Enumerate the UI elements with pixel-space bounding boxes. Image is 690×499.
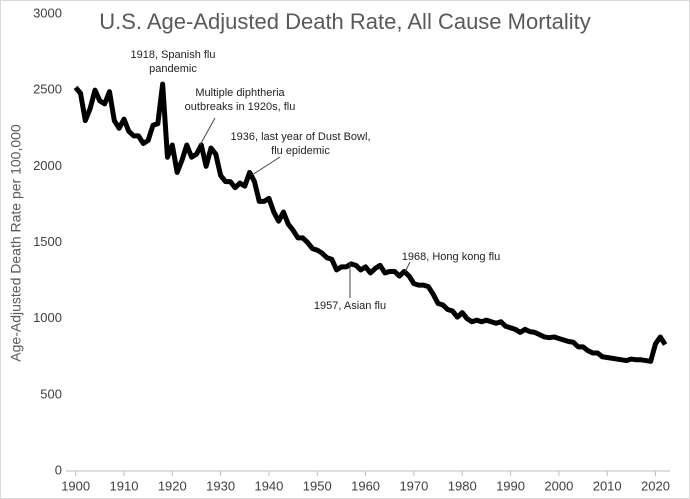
y-tick-label: 1000 bbox=[33, 310, 62, 325]
x-tick-label: 1940 bbox=[254, 478, 283, 493]
annotation: 1936, last year of Dust Bowl, flu epidem… bbox=[230, 131, 371, 157]
x-tick-label: 1910 bbox=[110, 478, 139, 493]
chart-title: U.S. Age-Adjusted Death Rate, All Cause … bbox=[99, 9, 591, 34]
y-tick-label: 0 bbox=[55, 462, 62, 477]
line-series bbox=[73, 81, 668, 364]
x-tick-label: 1950 bbox=[303, 478, 332, 493]
x-tick-label: 1980 bbox=[448, 478, 477, 493]
y-tick-label: 2000 bbox=[33, 158, 62, 173]
x-tick-label: 2000 bbox=[544, 478, 573, 493]
x-tick-label: 1970 bbox=[399, 478, 428, 493]
annotation-pointer bbox=[251, 156, 281, 176]
y-tick-label: 1500 bbox=[33, 234, 62, 249]
y-tick-label: 3000 bbox=[33, 5, 62, 20]
x-tick-label: 2020 bbox=[641, 478, 670, 493]
annotation: Multiple diphtheria outbreaks in 1920s, … bbox=[184, 87, 296, 113]
y-tick-label: 500 bbox=[40, 386, 62, 401]
y-tick-label: 2500 bbox=[33, 82, 62, 97]
x-tick-label: 2010 bbox=[593, 478, 622, 493]
x-tick-label: 1930 bbox=[206, 478, 235, 493]
annotation: 1968, Hong kong flu bbox=[401, 251, 501, 263]
annotation: 1918, Spanish flu pandemic bbox=[130, 49, 216, 75]
x-tick-label: 1960 bbox=[351, 478, 380, 493]
annotation: 1957, Asian flu bbox=[313, 300, 387, 312]
x-tick-label: 1900 bbox=[61, 478, 90, 493]
annotation-pointer bbox=[404, 261, 411, 273]
y-axis-label: Age-Adjusted Death Rate per 100,000 bbox=[8, 124, 24, 362]
annotation-pointer bbox=[199, 117, 216, 146]
x-tick-label: 1990 bbox=[496, 478, 525, 493]
x-tick-label: 1920 bbox=[158, 478, 187, 493]
